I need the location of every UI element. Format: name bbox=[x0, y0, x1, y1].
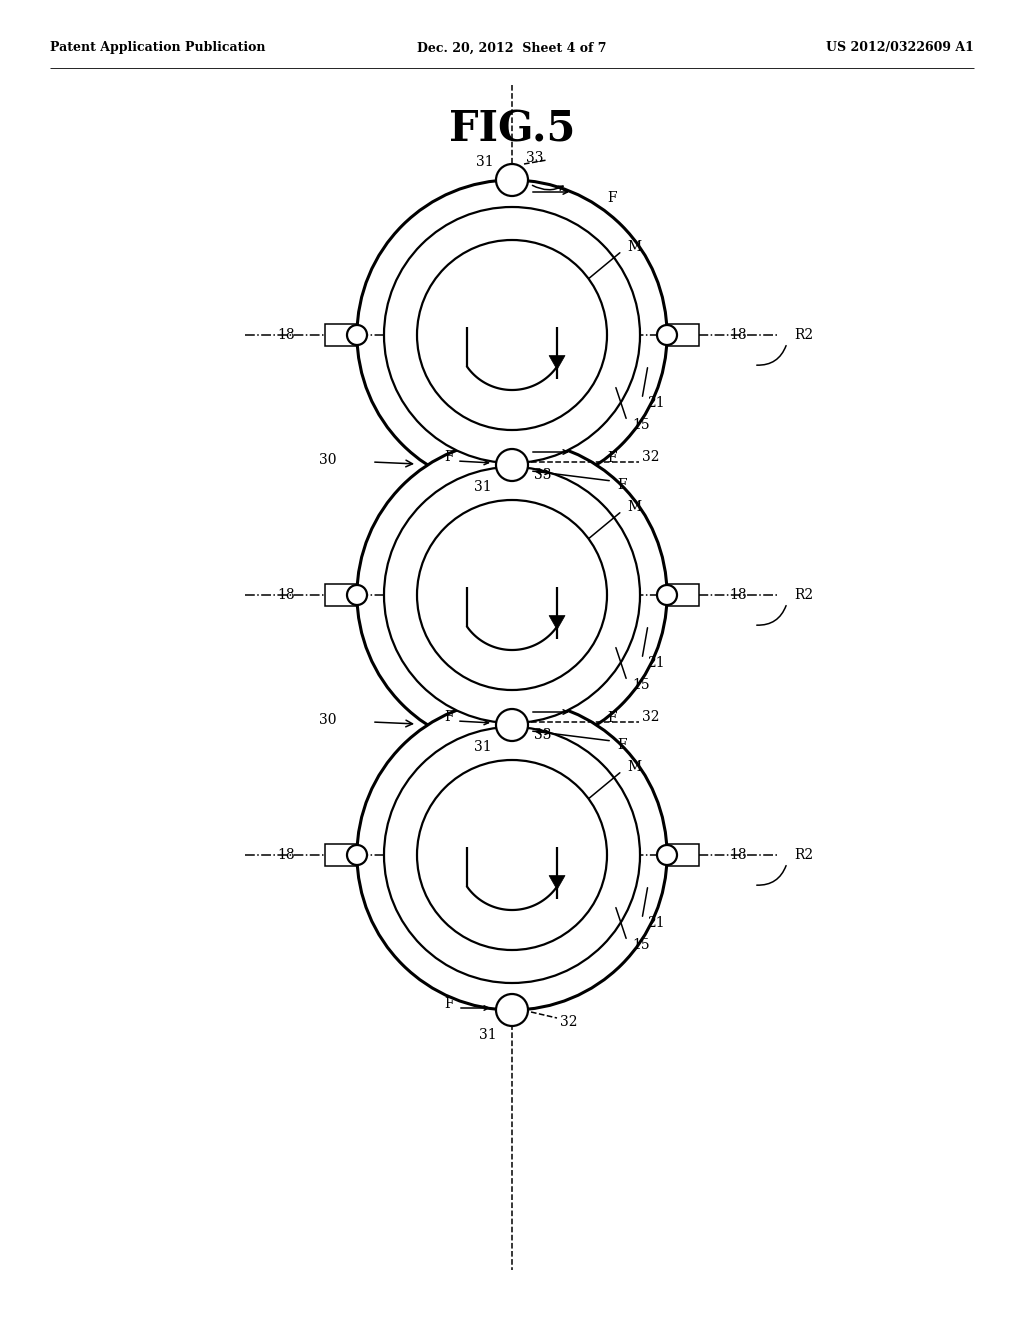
Text: FIG.5: FIG.5 bbox=[449, 110, 575, 150]
Text: 31: 31 bbox=[476, 154, 494, 169]
Circle shape bbox=[357, 180, 667, 490]
Text: 15: 15 bbox=[632, 678, 649, 692]
Circle shape bbox=[417, 500, 607, 690]
Polygon shape bbox=[549, 875, 565, 890]
Text: 31: 31 bbox=[474, 480, 492, 494]
Circle shape bbox=[657, 325, 677, 345]
Text: 32: 32 bbox=[560, 1015, 578, 1030]
Text: 15: 15 bbox=[632, 418, 649, 432]
Text: M: M bbox=[627, 240, 641, 253]
Text: 30: 30 bbox=[319, 453, 337, 467]
Bar bbox=[325, 583, 357, 606]
Text: F: F bbox=[444, 450, 454, 465]
Text: 21: 21 bbox=[647, 396, 665, 411]
Text: US 2012/0322609 A1: US 2012/0322609 A1 bbox=[826, 41, 974, 54]
Circle shape bbox=[657, 845, 677, 865]
Text: 21: 21 bbox=[647, 656, 665, 671]
Text: F: F bbox=[607, 711, 616, 725]
Bar bbox=[667, 323, 699, 346]
Bar bbox=[667, 583, 699, 606]
Text: 31: 31 bbox=[474, 741, 492, 754]
Text: 33: 33 bbox=[534, 469, 552, 482]
Text: 18: 18 bbox=[278, 587, 295, 602]
Text: F: F bbox=[607, 451, 616, 465]
Text: Dec. 20, 2012  Sheet 4 of 7: Dec. 20, 2012 Sheet 4 of 7 bbox=[417, 41, 607, 54]
Circle shape bbox=[347, 845, 367, 865]
Text: 31: 31 bbox=[479, 1028, 497, 1041]
Circle shape bbox=[357, 440, 667, 750]
Text: R2: R2 bbox=[794, 587, 813, 602]
Text: 32: 32 bbox=[642, 710, 659, 723]
Circle shape bbox=[347, 585, 367, 605]
Text: 33: 33 bbox=[534, 729, 552, 742]
Text: F: F bbox=[617, 738, 627, 752]
Text: R2: R2 bbox=[794, 327, 813, 342]
Text: Patent Application Publication: Patent Application Publication bbox=[50, 41, 265, 54]
Circle shape bbox=[384, 207, 640, 463]
Circle shape bbox=[357, 700, 667, 1010]
Text: 18: 18 bbox=[278, 327, 295, 342]
Text: F: F bbox=[607, 191, 616, 205]
Circle shape bbox=[384, 727, 640, 983]
Polygon shape bbox=[549, 615, 565, 630]
Text: F: F bbox=[444, 997, 454, 1011]
Text: 30: 30 bbox=[319, 713, 337, 727]
Polygon shape bbox=[549, 355, 565, 370]
Bar bbox=[667, 843, 699, 866]
Circle shape bbox=[496, 164, 528, 195]
Text: 18: 18 bbox=[729, 587, 746, 602]
Text: F: F bbox=[444, 710, 454, 723]
Circle shape bbox=[496, 994, 528, 1026]
Circle shape bbox=[417, 760, 607, 950]
Circle shape bbox=[417, 240, 607, 430]
Circle shape bbox=[657, 585, 677, 605]
Text: 33: 33 bbox=[526, 150, 544, 165]
Bar bbox=[325, 843, 357, 866]
Circle shape bbox=[347, 325, 367, 345]
Circle shape bbox=[496, 449, 528, 480]
Text: M: M bbox=[627, 500, 641, 513]
Text: R2: R2 bbox=[794, 847, 813, 862]
Text: M: M bbox=[627, 760, 641, 774]
Text: 18: 18 bbox=[278, 847, 295, 862]
Text: 15: 15 bbox=[632, 939, 649, 952]
Text: 18: 18 bbox=[729, 327, 746, 342]
Circle shape bbox=[384, 467, 640, 723]
Text: 18: 18 bbox=[729, 847, 746, 862]
Text: 32: 32 bbox=[642, 450, 659, 465]
Text: F: F bbox=[617, 478, 627, 492]
Text: 21: 21 bbox=[647, 916, 665, 931]
Circle shape bbox=[496, 709, 528, 741]
Bar bbox=[325, 323, 357, 346]
